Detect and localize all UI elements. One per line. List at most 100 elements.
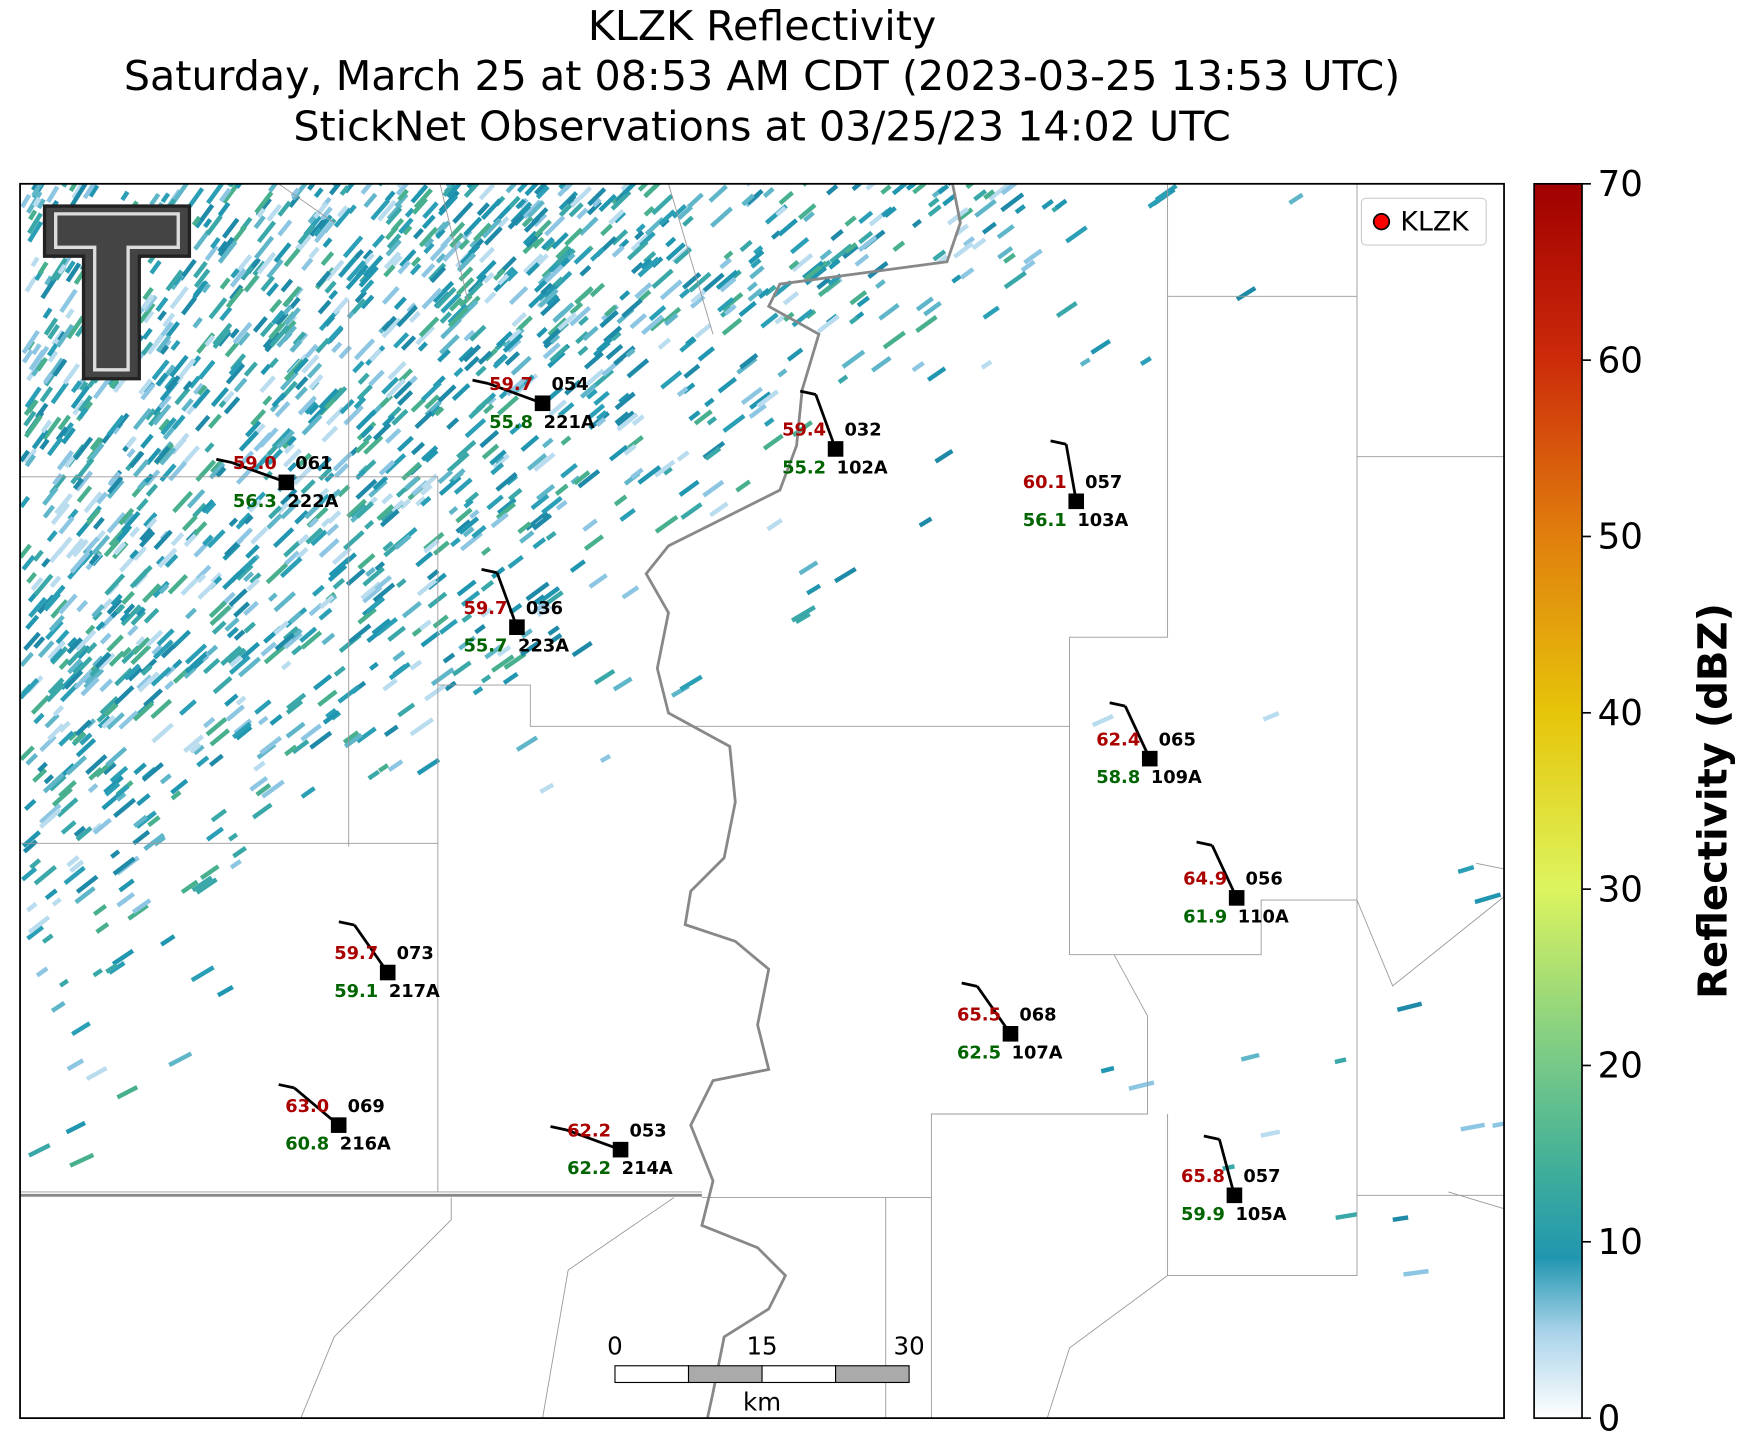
echo [70, 384, 91, 409]
echo [880, 184, 892, 195]
echo [83, 491, 103, 514]
echo [294, 386, 308, 401]
echo [856, 295, 871, 308]
echo [582, 518, 598, 532]
echo [280, 660, 292, 671]
echo [525, 581, 550, 602]
echo [92, 375, 113, 400]
echo [569, 194, 584, 208]
echo [619, 290, 631, 301]
echo [172, 659, 183, 670]
echo [573, 247, 592, 265]
echo [37, 761, 48, 773]
scale-label: 30 [894, 1332, 925, 1361]
echo [409, 717, 435, 737]
echo [46, 185, 60, 204]
echo [206, 183, 224, 205]
echo [276, 325, 297, 348]
echo [99, 695, 119, 715]
station-marker [1002, 1025, 1019, 1042]
echo [1003, 270, 1027, 290]
echo [421, 445, 439, 462]
echo [321, 632, 336, 646]
echo [1460, 1122, 1486, 1132]
echo [492, 453, 510, 470]
echo [997, 246, 1014, 260]
echo [190, 355, 202, 367]
echo [296, 452, 312, 469]
echo [245, 544, 260, 559]
echo [456, 277, 475, 296]
station-marker [1228, 890, 1245, 906]
echo [749, 265, 765, 280]
wind-barb-flag [799, 389, 817, 396]
dewpoint: 62.5 [957, 1042, 1001, 1063]
echo [243, 514, 254, 525]
echo [435, 286, 457, 309]
echo [758, 287, 771, 299]
echo [26, 901, 38, 913]
echo [393, 380, 413, 400]
echo [458, 266, 474, 282]
echo [235, 527, 254, 545]
echo [942, 193, 957, 207]
echo [411, 197, 428, 215]
echo [355, 439, 370, 454]
echo [80, 677, 100, 697]
echo [183, 734, 205, 753]
scale-segment [687, 1365, 763, 1384]
echo [279, 556, 303, 579]
echo [577, 345, 589, 357]
echo [531, 207, 549, 225]
echo [1392, 1215, 1409, 1223]
echo [208, 462, 226, 480]
echo [193, 268, 211, 289]
echo [520, 628, 533, 639]
scale-bar: 0 15 30 km [607, 1332, 925, 1417]
echo [139, 527, 153, 542]
echo [791, 420, 813, 438]
echo [435, 252, 447, 264]
echo [50, 502, 71, 526]
echo [1023, 248, 1043, 265]
echo [592, 197, 602, 208]
echo [72, 477, 84, 490]
echo [493, 268, 506, 281]
pressure: 065 [1159, 729, 1196, 750]
echo [399, 498, 412, 510]
echo [294, 510, 309, 525]
echo [371, 618, 392, 636]
echo [29, 858, 42, 870]
echo [569, 301, 584, 315]
echo [362, 566, 385, 587]
echo [756, 389, 779, 409]
echo [496, 497, 517, 515]
echo [544, 215, 566, 237]
echo [450, 537, 461, 548]
echo [260, 275, 275, 292]
echo [75, 874, 99, 894]
echo [205, 214, 223, 236]
echo [654, 514, 679, 534]
echo [469, 324, 487, 342]
echo [210, 572, 223, 584]
echo [740, 386, 764, 406]
echo [313, 674, 333, 691]
echo [381, 315, 397, 332]
echo [610, 190, 632, 211]
echo [209, 728, 231, 747]
echo [560, 435, 572, 446]
echo [643, 183, 662, 199]
echo [192, 502, 207, 519]
echo [420, 630, 441, 648]
echo [92, 516, 105, 530]
wind-barb-flag [338, 920, 355, 927]
echo [57, 414, 71, 431]
wind-barb-flag [1203, 1134, 1220, 1141]
echo [464, 418, 487, 439]
echo [42, 307, 53, 320]
echo [140, 383, 156, 401]
echo [394, 534, 412, 550]
echo [115, 784, 130, 798]
echo [192, 317, 203, 329]
